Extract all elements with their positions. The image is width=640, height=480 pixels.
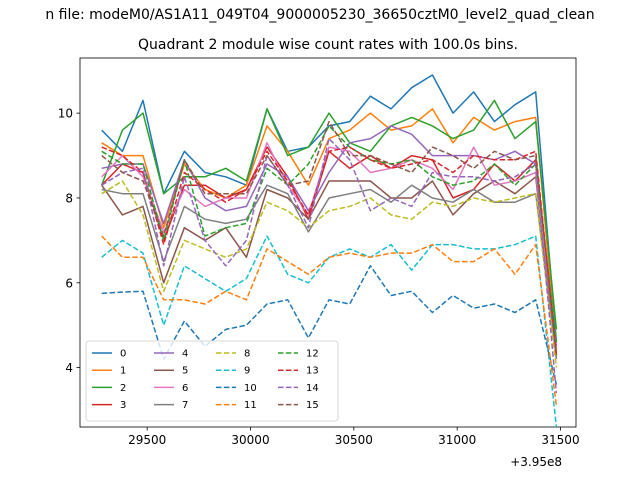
legend-label: 5 xyxy=(182,366,188,377)
series-line-11 xyxy=(101,235,558,406)
series-line-0 xyxy=(101,74,558,343)
series-line-10 xyxy=(101,265,558,385)
legend-label: 14 xyxy=(306,383,319,394)
legend-label: 15 xyxy=(306,400,319,411)
legend-label: 0 xyxy=(120,349,126,360)
legend-label: 2 xyxy=(120,383,126,394)
y-tick-label: 4 xyxy=(65,361,73,375)
legend-box xyxy=(85,340,339,422)
legend-label: 9 xyxy=(244,366,250,377)
y-tick-label: 6 xyxy=(65,276,73,290)
x-tick-label: 31000 xyxy=(438,433,476,447)
legend-label: 12 xyxy=(306,349,319,360)
series-lines xyxy=(100,74,558,428)
series-line-13 xyxy=(101,146,558,355)
series-line-1 xyxy=(101,108,558,351)
legend-label: 10 xyxy=(244,383,257,394)
series-line-5 xyxy=(101,176,558,360)
y-tick-label: 10 xyxy=(58,107,73,121)
legend-label: 1 xyxy=(120,366,126,377)
axes-frame xyxy=(79,57,577,428)
chart-title: Quadrant 2 module wise count rates with … xyxy=(138,37,518,53)
x-axis-offset-label: +3.95e8 xyxy=(510,455,562,469)
figure-suptitle: n file: modeM0/AS1A11_049T04_9000005230_… xyxy=(45,7,594,23)
legend-label: 6 xyxy=(182,383,188,394)
x-tick-label: 29500 xyxy=(128,433,166,447)
legend-label: 8 xyxy=(244,349,250,360)
x-axis: 29500 30000 30500 31000 31500 xyxy=(128,427,580,447)
y-tick-label: 8 xyxy=(65,191,73,205)
series-line-8 xyxy=(101,180,558,368)
series-line-3 xyxy=(101,146,558,355)
series-line-7 xyxy=(101,184,558,360)
legend-label: 13 xyxy=(306,366,319,377)
y-axis: 4 6 8 10 xyxy=(58,107,80,375)
series-line-14 xyxy=(101,137,558,394)
legend-label: 11 xyxy=(244,400,257,411)
legend-label: 3 xyxy=(120,400,126,411)
x-tick-label: 30500 xyxy=(335,433,373,447)
plot-area xyxy=(79,57,577,428)
x-tick-label: 31500 xyxy=(541,433,579,447)
legend-label: 4 xyxy=(182,349,188,360)
x-tick-label: 30000 xyxy=(231,433,269,447)
series-line-15 xyxy=(101,120,558,355)
legend-label: 7 xyxy=(182,400,188,411)
